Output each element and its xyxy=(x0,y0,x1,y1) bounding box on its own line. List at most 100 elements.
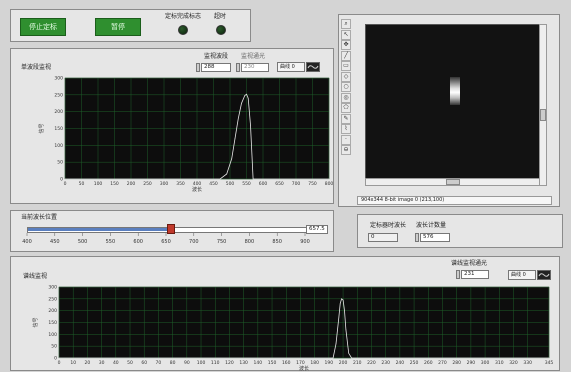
data-point xyxy=(58,357,60,359)
image-toolbar: ⌕ ↖ ✥ ╱ ▭ ◇ ○ ◎ ⬠ ✎ ⌇ · ⊖ xyxy=(340,19,353,159)
x-tick-label: 30 xyxy=(99,360,105,366)
x-tick-label: 550 xyxy=(242,181,251,187)
line-monitor-panel: 谱线监视 谱线监视通光 231 曲线 0 0 10 20 30 40 50 60 70 80 90… xyxy=(10,256,560,372)
x-tick-label: 260 xyxy=(424,360,433,366)
y-tick-label: 100 xyxy=(54,143,63,149)
point-icon[interactable]: · xyxy=(341,134,351,145)
pan-icon[interactable]: ✥ xyxy=(341,40,351,50)
x-tick-label: 500 xyxy=(226,181,235,187)
wavelength-control-label: 监视波段 xyxy=(204,53,229,60)
zoom-out-icon[interactable]: ⊖ xyxy=(341,145,351,155)
data-point xyxy=(231,158,232,160)
pointer-icon[interactable]: ↖ xyxy=(341,29,351,40)
y-tick-label: 50 xyxy=(57,160,63,166)
x-tick-label: 240 xyxy=(396,360,405,366)
slider-tick-label: 850 xyxy=(272,239,282,245)
image-hscrollbar[interactable] xyxy=(365,178,540,186)
extra-spinner[interactable] xyxy=(236,63,240,72)
x-tick-label: 300 xyxy=(160,181,169,187)
y-tick-label: 150 xyxy=(48,320,57,326)
x-tick-label: 100 xyxy=(94,181,103,187)
data-point xyxy=(341,298,342,300)
polygon-icon[interactable]: ⬠ xyxy=(341,103,351,113)
oval-roi-icon[interactable]: ○ xyxy=(341,82,351,92)
data-point xyxy=(335,343,337,345)
pause-button[interactable]: 暂停 xyxy=(95,18,141,36)
stop-calibration-button[interactable]: 停止定标 xyxy=(20,18,66,36)
waveform-icon[interactable] xyxy=(306,62,320,72)
polyline-icon[interactable]: ⌇ xyxy=(341,124,351,134)
spectrum-panel-title: 单波段监视 xyxy=(21,64,52,71)
line-plot-legend-button[interactable]: 曲线 0 xyxy=(508,270,536,280)
line-monitor-title: 谱线监视 xyxy=(23,273,48,280)
x-tick-label: 220 xyxy=(367,360,376,366)
x-tick-label: 160 xyxy=(282,360,291,366)
data-point xyxy=(345,329,347,330)
data-point xyxy=(344,310,345,311)
data-point xyxy=(351,357,352,359)
x-tick-label: 210 xyxy=(353,360,362,366)
spectrum-plot-legend-button[interactable]: 曲线 0 xyxy=(277,62,305,72)
wavelength-position-panel: 当前波长位置 400 450 500 550 600 650 700 750 800 850 900… xyxy=(10,210,334,252)
slider-tick-label: 400 xyxy=(22,239,32,245)
x-tick-label: 450 xyxy=(209,181,218,187)
line-monitor-control-label: 谱线监视通光 xyxy=(451,260,488,267)
slider-tick-label: 550 xyxy=(106,239,116,245)
data-point xyxy=(328,178,330,180)
wavelength-slider-thumb[interactable] xyxy=(167,224,176,234)
y-tick-label: 300 xyxy=(54,76,63,82)
x-tick-label: 90 xyxy=(184,360,190,366)
image-vscrollbar[interactable] xyxy=(539,24,547,186)
wavelength-count-spinner[interactable] xyxy=(415,233,419,242)
image-status-bar: 904x344 8-bit image 0 (213,100) xyxy=(357,196,552,205)
x-tick-label: 270 xyxy=(438,360,447,366)
wavelength-input[interactable]: 288 xyxy=(201,63,231,72)
x-tick-label: 345 xyxy=(545,360,554,366)
wavelength-slider-fill xyxy=(28,228,172,231)
x-tick-label: 750 xyxy=(308,181,317,187)
calib-done-label: 定标完成标志 xyxy=(165,13,202,20)
extra-input[interactable]: 230 xyxy=(241,63,269,72)
line-monitor-input[interactable]: 231 xyxy=(461,270,489,279)
calib-wavelength-label: 定标器时波长 xyxy=(370,222,407,229)
y-tick-label: 300 xyxy=(48,285,57,291)
x-tick-label: 350 xyxy=(176,181,185,187)
annulus-icon[interactable]: ◎ xyxy=(341,92,351,103)
y-axis-label: 信号 xyxy=(32,317,39,327)
data-point xyxy=(247,97,249,99)
x-tick-label: 230 xyxy=(381,360,390,366)
data-point xyxy=(348,352,350,354)
slider-tick-label: 900 xyxy=(300,239,310,245)
slider-tick-label: 450 xyxy=(50,239,60,245)
magnifier-icon[interactable]: ⌕ xyxy=(341,19,351,29)
x-tick-label: 100 xyxy=(197,360,206,366)
wavelength-count-label: 波长计数量 xyxy=(416,222,447,229)
wavelength-count-input[interactable]: 576 xyxy=(420,233,450,242)
y-tick-label: 200 xyxy=(48,308,57,314)
freehand-icon[interactable]: ✎ xyxy=(341,113,351,124)
x-tick-label: 200 xyxy=(339,360,348,366)
data-point xyxy=(338,317,340,319)
wavelength-spinner[interactable] xyxy=(196,63,200,72)
image-canvas[interactable] xyxy=(365,24,545,186)
rotated-rect-icon[interactable]: ◇ xyxy=(341,71,351,82)
x-tick-label: 70 xyxy=(156,360,162,366)
y-tick-label: 50 xyxy=(51,344,57,350)
x-tick-label: 170 xyxy=(296,360,305,366)
x-tick-label: 40 xyxy=(113,360,119,366)
y-tick-label: 150 xyxy=(54,126,63,132)
bright-spot xyxy=(450,77,460,105)
calib-wavelength-value: 0 xyxy=(368,233,398,242)
line-monitor-spinner[interactable] xyxy=(456,270,460,279)
line-waveform-icon[interactable] xyxy=(537,270,551,280)
top-control-panel: 停止定标 暂停 定标完成标志 超时 xyxy=(10,9,251,42)
x-tick-label: 140 xyxy=(254,360,263,366)
vscroll-thumb[interactable] xyxy=(540,109,546,121)
x-tick-label: 50 xyxy=(127,360,133,366)
data-point xyxy=(332,357,334,359)
hscroll-thumb[interactable] xyxy=(446,179,460,185)
line-tool-icon[interactable]: ╱ xyxy=(341,50,351,61)
x-axis-label: 波长 xyxy=(299,365,309,372)
data-point xyxy=(342,299,344,301)
rect-roi-icon[interactable]: ▭ xyxy=(341,61,351,71)
